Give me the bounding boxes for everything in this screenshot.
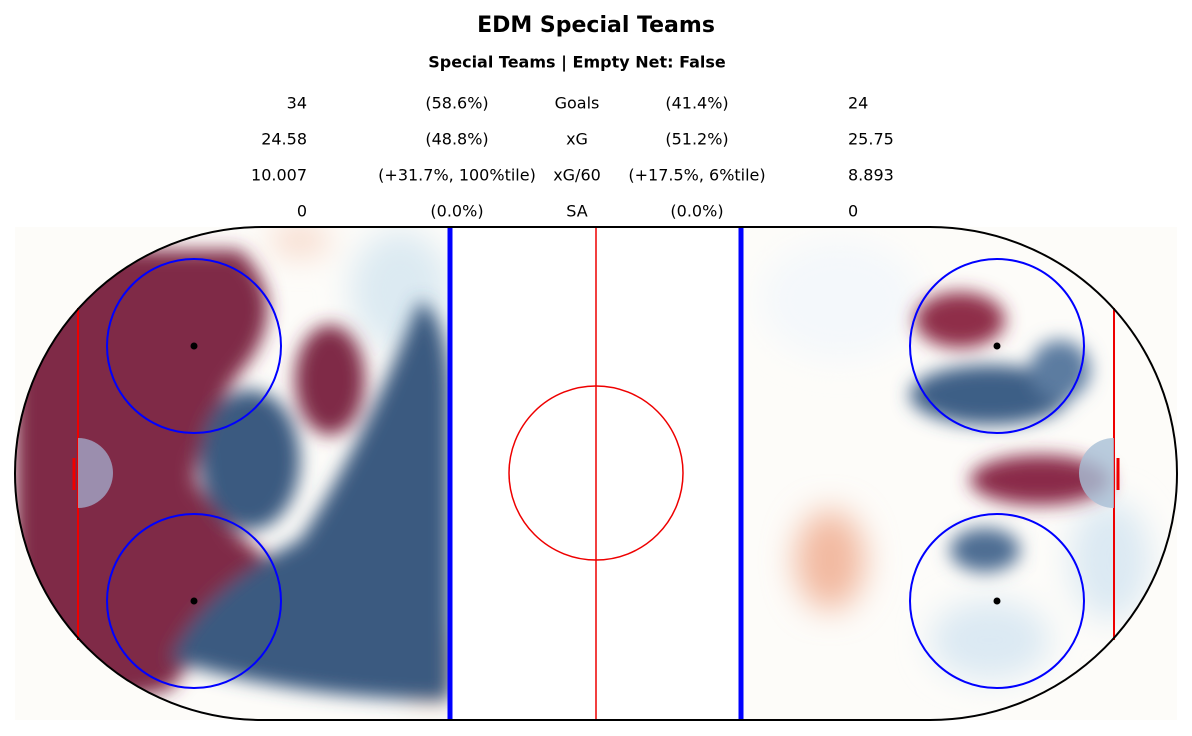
stat-label: xG/60 — [553, 166, 601, 185]
left-value: 0 — [297, 202, 307, 221]
right-share: (0.0%) — [670, 202, 723, 221]
faceoff-dot — [993, 597, 1001, 605]
right-share: (41.4%) — [665, 94, 728, 113]
subtitle: Special Teams | Empty Net: False — [428, 53, 726, 73]
heatmap — [15, 227, 1150, 720]
stats-table: 34 (58.6%) Goals (41.4%) 24 24.58 (48.8%) xG (51… — [251, 94, 894, 221]
left-value: 34 — [287, 94, 307, 113]
faceoff-circle — [106, 258, 282, 434]
left-share: (0.0%) — [430, 202, 483, 221]
faceoff-dot — [190, 597, 198, 605]
rink-markings — [14, 226, 1178, 721]
center-circle — [508, 385, 684, 561]
crease — [78, 438, 113, 508]
rink-boards — [14, 226, 1178, 721]
stat-label: SA — [566, 202, 587, 221]
left-value: 24.58 — [261, 130, 307, 149]
left-value: 10.007 — [251, 166, 307, 185]
stat-label: Goals — [555, 94, 600, 113]
right-share: (51.2%) — [665, 130, 728, 149]
left-share: (58.6%) — [425, 94, 488, 113]
right-value: 0 — [848, 202, 858, 221]
left-share: (+31.7%, 100%tile) — [378, 166, 536, 185]
crease — [1079, 438, 1114, 508]
faceoff-circle — [909, 513, 1085, 689]
stat-label: xG — [566, 130, 588, 149]
title: EDM Special Teams — [477, 13, 715, 38]
faceoff-circle — [909, 258, 1085, 434]
faceoff-dot — [993, 342, 1001, 350]
faceoff-circle — [106, 513, 282, 689]
heatmap-strong — [15, 250, 1110, 720]
right-value: 25.75 — [848, 130, 894, 149]
faceoff-dot — [190, 342, 198, 350]
left-share: (48.8%) — [425, 130, 488, 149]
right-value: 24 — [848, 94, 868, 113]
right-share: (+17.5%, 6%tile) — [628, 166, 765, 185]
right-value: 8.893 — [848, 166, 894, 185]
